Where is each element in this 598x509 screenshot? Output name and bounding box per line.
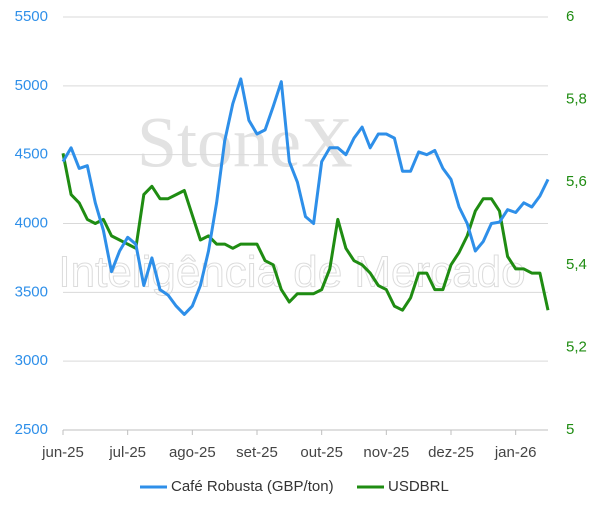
y2-tick-label: 5 (566, 421, 574, 438)
y-tick-label: 3500 (15, 283, 48, 300)
y2-tick-label: 5,4 (566, 256, 587, 273)
y-tick-label: 2500 (15, 421, 48, 438)
x-tick-label: ago-25 (169, 444, 216, 461)
y-tick-label: 4500 (15, 146, 48, 163)
data-line (61, 77, 550, 316)
y2-tick-label: 5,2 (566, 338, 587, 355)
x-tick-label: nov-25 (363, 444, 409, 461)
x-tick-label: jun-25 (41, 444, 84, 461)
y-tick-label: 5500 (15, 8, 48, 25)
watermark-title: StoneX (137, 103, 353, 183)
y2-tick-label: 5,8 (566, 91, 587, 108)
y2-tick-label: 5,6 (566, 173, 587, 190)
x-tick-label: jul-25 (108, 444, 146, 461)
legend-label: USDBRL (388, 478, 449, 495)
x-tick-label: dez-25 (428, 444, 474, 461)
y-tick-label: 5000 (15, 77, 48, 94)
y-tick-label: 4000 (15, 214, 48, 231)
y-tick-label: 3000 (15, 352, 48, 369)
x-tick-label: set-25 (236, 444, 278, 461)
x-tick-label: out-25 (300, 444, 343, 461)
y2-tick-label: 6 (566, 8, 574, 25)
data-line (61, 153, 550, 312)
watermark-subtitle: Inteligência de Mercado (58, 248, 525, 297)
legend-label: Café Robusta (GBP/ton) (171, 478, 334, 495)
x-tick-label: jan-26 (494, 444, 537, 461)
